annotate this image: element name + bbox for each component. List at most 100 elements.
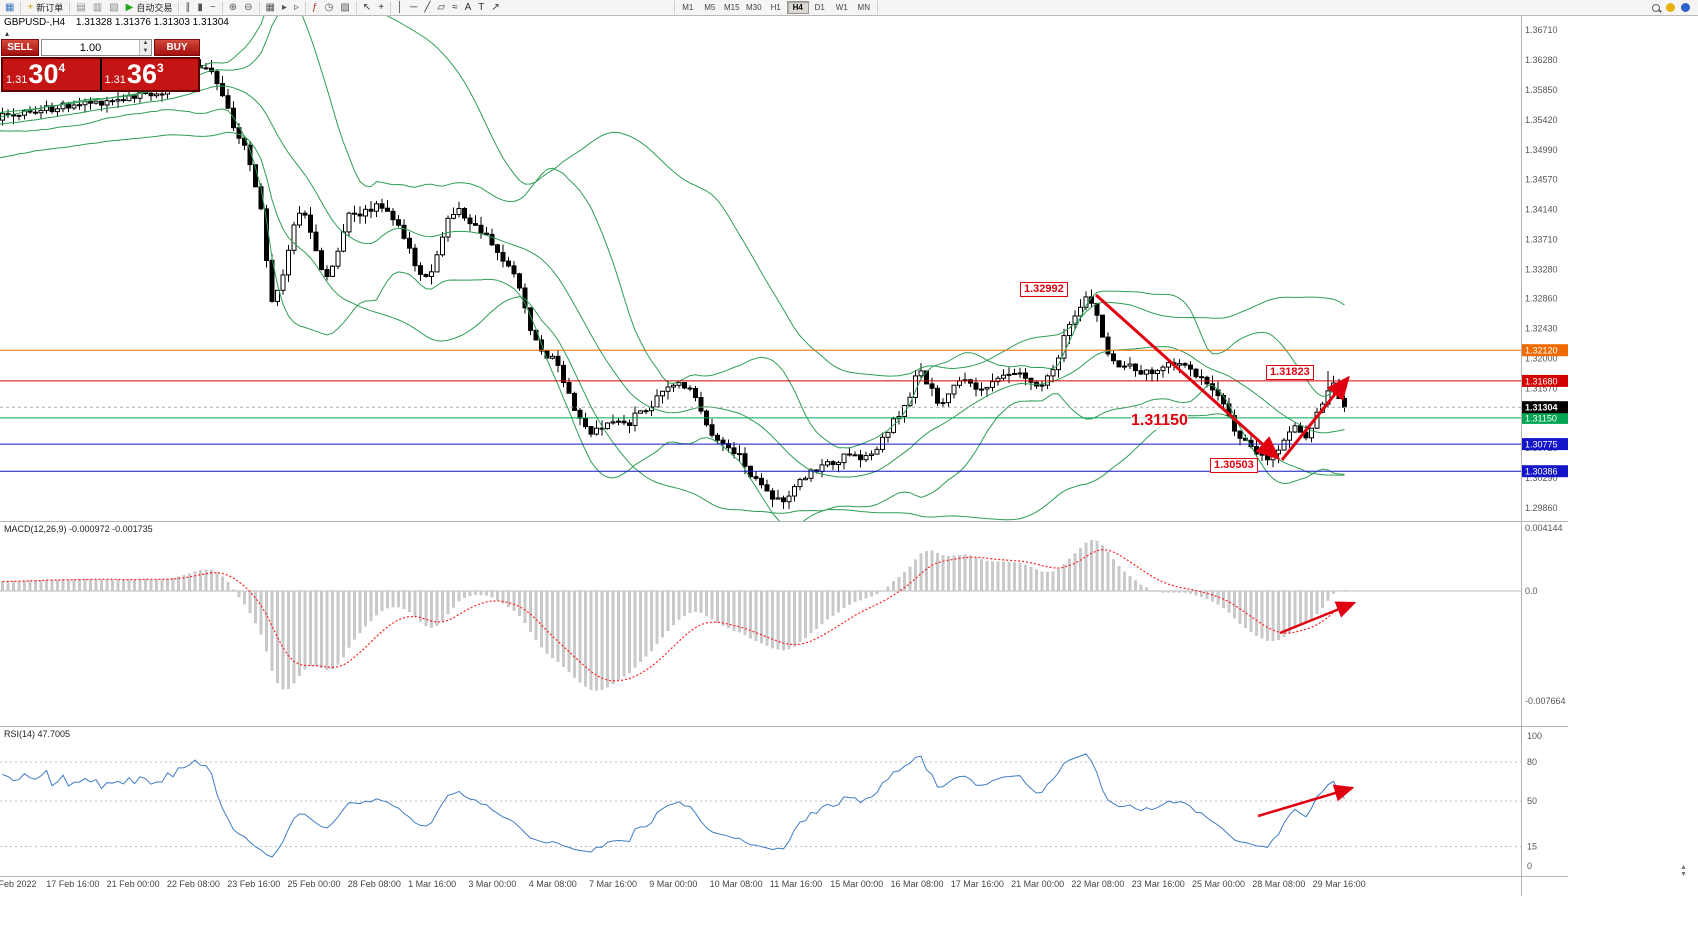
- trendline-button[interactable]: ╱: [421, 1, 433, 15]
- market-watch-button[interactable]: ▤: [73, 1, 88, 15]
- timeframe-d1-button[interactable]: D1: [814, 3, 825, 12]
- spin-up-icon[interactable]: ▲: [140, 40, 151, 48]
- cursor-button[interactable]: ↖: [360, 1, 374, 15]
- candle: [550, 355, 555, 359]
- panel-separator[interactable]: [0, 726, 1568, 727]
- volume-field[interactable]: 1.00 ▲ ▼: [41, 39, 152, 56]
- rsi-scale-tick: 0: [1527, 861, 1532, 871]
- bar-chart-button[interactable]: ∥: [182, 1, 193, 15]
- channel-button[interactable]: ▱: [434, 1, 448, 15]
- target-price-label[interactable]: 1.31823: [1266, 365, 1314, 380]
- candle: [836, 462, 841, 466]
- candle: [220, 83, 225, 97]
- help-icon[interactable]: [1681, 3, 1690, 12]
- chart-shift-button[interactable]: ▹: [291, 1, 302, 15]
- rsi-arrow[interactable]: [1257, 784, 1355, 818]
- text-label-button[interactable]: T: [475, 1, 487, 15]
- peak-price-label[interactable]: 1.32992: [1020, 282, 1068, 297]
- trade-panel-toggle[interactable]: ▴: [1, 28, 200, 39]
- candle: [132, 95, 137, 99]
- candle: [77, 104, 82, 107]
- buy-price-prefix: 1.31: [104, 74, 126, 86]
- fibonacci-button[interactable]: ≈: [449, 1, 461, 15]
- data-window-button[interactable]: ▥: [90, 1, 105, 15]
- macd-arrow[interactable]: [1279, 601, 1357, 635]
- macd-indicator-label: MACD(12,26,9) -0.000972 -0.001735: [4, 524, 153, 534]
- candle: [115, 99, 121, 102]
- candle: [385, 207, 390, 212]
- crosshair-button[interactable]: +: [375, 1, 387, 15]
- navigator-button[interactable]: ▧: [106, 1, 121, 15]
- search-icon[interactable]: [1652, 3, 1660, 12]
- scroll-down-button[interactable]: ▼: [1680, 871, 1687, 878]
- candle: [346, 212, 352, 233]
- periods-button[interactable]: ◷: [322, 1, 337, 15]
- candle: [968, 379, 973, 384]
- autotrading-button[interactable]: ▶ 自动交易: [123, 1, 176, 15]
- zoom-in-button[interactable]: ⊕: [226, 1, 240, 15]
- vertical-line-button[interactable]: │: [394, 1, 406, 15]
- candle: [1160, 366, 1166, 372]
- rsi-value: 47.7005: [37, 729, 71, 739]
- trend-arrow[interactable]: [1280, 375, 1350, 461]
- rsi-chart[interactable]: 100 80 50 15 0: [0, 726, 1568, 876]
- price-level-label-text: 1.31680: [1525, 376, 1558, 386]
- timeframe-h1-button[interactable]: H1: [770, 3, 781, 12]
- timeframe-m1-button[interactable]: M1: [682, 3, 694, 12]
- candle: [55, 108, 60, 113]
- timeframe-m15-button[interactable]: M15: [724, 3, 740, 12]
- candle: [121, 99, 126, 102]
- volume-value[interactable]: 1.00: [79, 41, 102, 54]
- horizontal-line-button[interactable]: ─: [407, 1, 420, 15]
- indicators-button[interactable]: ƒ: [309, 1, 321, 15]
- text-button[interactable]: A: [462, 1, 475, 15]
- candle: [418, 265, 423, 275]
- timeframe-m30-button[interactable]: M30: [746, 3, 762, 12]
- panel-separator[interactable]: [0, 521, 1568, 522]
- macd-signal-line: [2, 549, 1345, 682]
- candle: [269, 259, 275, 302]
- community-icon[interactable]: [1666, 3, 1675, 12]
- spin-down-icon[interactable]: ▼: [140, 47, 151, 55]
- sell-button[interactable]: SELL: [1, 39, 39, 56]
- main-chart[interactable]: 1.36710 1.36280 1.35850 1.35420 1.34990 1.345…: [0, 16, 1568, 521]
- buy-quote[interactable]: 1.31 36 3: [101, 59, 198, 90]
- new-chart-button[interactable]: ▦: [2, 1, 17, 15]
- new-order-button[interactable]: + 新订单: [24, 1, 66, 15]
- timeframe-w1-button[interactable]: W1: [835, 3, 848, 12]
- candle: [803, 477, 808, 481]
- zoom-out-button[interactable]: ⊖: [241, 1, 255, 15]
- timeframe-h4-button[interactable]: H4: [786, 1, 809, 14]
- volume-spinner[interactable]: ▲ ▼: [139, 40, 151, 55]
- macd-scale-tick: -0.007664: [1525, 696, 1566, 706]
- tile-windows-button[interactable]: ▦: [263, 1, 278, 15]
- candle: [770, 490, 775, 500]
- candle: [71, 104, 77, 109]
- buy-button[interactable]: BUY: [154, 39, 200, 56]
- low-price-label[interactable]: 1.30503: [1210, 458, 1258, 473]
- arrows-button[interactable]: ↗: [488, 1, 502, 15]
- time-axis[interactable]: 16 Feb 2022 17 Feb 16:00 21 Feb 00:00 22 Fe…: [0, 878, 1568, 894]
- auto-scroll-button[interactable]: ▸: [279, 1, 290, 15]
- candlestick-chart-button[interactable]: ▮: [194, 1, 206, 15]
- sell-quote[interactable]: 1.31 30 4: [3, 59, 100, 90]
- candle: [363, 208, 368, 217]
- candle: [473, 223, 478, 226]
- candle: [99, 100, 104, 106]
- price-level-label-text: 1.30386: [1525, 467, 1558, 477]
- candle: [429, 271, 434, 277]
- templates-button[interactable]: ▨: [337, 1, 352, 15]
- timeframe-m5-button[interactable]: M5: [704, 3, 716, 12]
- macd-chart[interactable]: 0.004144 0.0 -0.007664: [0, 521, 1568, 726]
- candle: [539, 339, 544, 352]
- plot-layer: [0, 16, 1347, 521]
- trend-arrow[interactable]: [1094, 293, 1281, 461]
- candle: [456, 208, 462, 215]
- line-chart-button[interactable]: ~: [207, 1, 219, 15]
- timeframe-mn-button[interactable]: MN: [857, 3, 870, 12]
- candle: [825, 461, 830, 466]
- support-price-label[interactable]: 1.31150: [1131, 412, 1188, 430]
- scroll-up-button[interactable]: ▲: [1680, 864, 1687, 871]
- candle: [957, 380, 962, 386]
- candle: [44, 105, 49, 111]
